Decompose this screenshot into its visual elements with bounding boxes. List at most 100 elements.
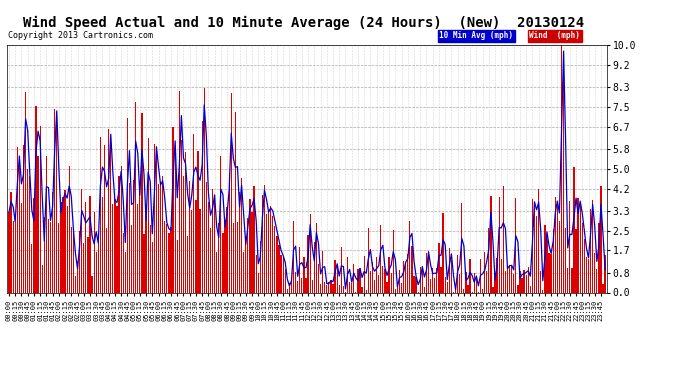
Bar <box>139 186 141 292</box>
Bar <box>154 144 155 292</box>
Bar <box>349 282 351 292</box>
Bar <box>368 228 369 292</box>
Bar <box>528 267 529 292</box>
Bar <box>580 204 581 292</box>
Bar <box>324 282 325 292</box>
Bar <box>475 279 477 292</box>
Bar <box>391 273 392 292</box>
Bar <box>386 282 388 292</box>
Bar <box>291 279 292 292</box>
Bar <box>578 198 579 292</box>
Bar <box>218 223 219 292</box>
Bar <box>409 220 411 292</box>
Bar <box>60 202 61 292</box>
Bar <box>515 198 516 292</box>
Bar <box>39 126 41 292</box>
Bar <box>152 242 153 292</box>
Bar <box>401 283 402 292</box>
Bar <box>127 118 128 292</box>
Bar <box>253 186 255 292</box>
Bar <box>312 280 313 292</box>
Bar <box>187 236 188 292</box>
Bar <box>286 289 288 292</box>
Bar <box>451 260 452 292</box>
Bar <box>156 150 157 292</box>
Bar <box>58 223 59 292</box>
Bar <box>592 200 593 292</box>
Bar <box>598 223 600 292</box>
Bar <box>509 265 510 292</box>
Bar <box>14 222 16 292</box>
Bar <box>129 183 130 292</box>
Bar <box>214 201 215 292</box>
Bar <box>430 279 431 292</box>
Bar <box>374 280 375 292</box>
Bar <box>351 282 353 292</box>
Bar <box>19 165 20 292</box>
Bar <box>331 279 332 292</box>
Bar <box>27 169 28 292</box>
Bar <box>573 167 575 292</box>
Bar <box>584 239 585 292</box>
Bar <box>204 88 205 292</box>
Bar <box>46 156 47 292</box>
Bar <box>110 140 111 292</box>
Bar <box>455 288 456 292</box>
Bar <box>432 268 433 292</box>
Bar <box>79 231 80 292</box>
Bar <box>405 263 406 292</box>
Bar <box>259 240 261 292</box>
Bar <box>343 286 344 292</box>
Bar <box>484 252 485 292</box>
Text: 10 Min Avg (mph): 10 Min Avg (mph) <box>439 31 513 40</box>
Bar <box>206 182 207 292</box>
Bar <box>270 206 271 292</box>
Bar <box>266 214 267 292</box>
Bar <box>274 226 275 292</box>
Bar <box>366 290 367 292</box>
Bar <box>31 244 32 292</box>
Bar <box>249 200 250 292</box>
Bar <box>544 225 546 292</box>
Bar <box>220 156 221 292</box>
Bar <box>426 253 427 292</box>
Bar <box>141 113 143 292</box>
Bar <box>530 285 531 292</box>
Bar <box>175 155 176 292</box>
Bar <box>551 254 552 292</box>
Bar <box>251 211 253 292</box>
Bar <box>230 93 232 292</box>
Bar <box>407 254 408 292</box>
Bar <box>216 252 217 292</box>
Bar <box>233 224 234 292</box>
Bar <box>70 227 72 292</box>
Bar <box>388 257 390 292</box>
Bar <box>316 223 317 292</box>
Bar <box>299 247 300 292</box>
Bar <box>536 216 538 292</box>
Bar <box>102 197 103 292</box>
Bar <box>199 209 201 292</box>
Bar <box>532 200 533 292</box>
Bar <box>372 262 373 292</box>
Bar <box>64 190 66 292</box>
Bar <box>395 289 396 292</box>
Bar <box>318 264 319 292</box>
Bar <box>557 205 558 292</box>
Bar <box>278 246 279 292</box>
Bar <box>191 210 193 292</box>
Bar <box>534 204 535 292</box>
Bar <box>588 259 589 292</box>
Bar <box>158 184 159 292</box>
Bar <box>542 290 544 292</box>
Bar <box>457 255 458 292</box>
Bar <box>561 45 562 292</box>
Bar <box>276 236 277 292</box>
Bar <box>133 180 135 292</box>
Bar <box>160 185 161 292</box>
Bar <box>339 285 340 292</box>
Bar <box>289 283 290 292</box>
Bar <box>226 207 228 292</box>
Bar <box>29 176 30 292</box>
Bar <box>272 216 273 292</box>
